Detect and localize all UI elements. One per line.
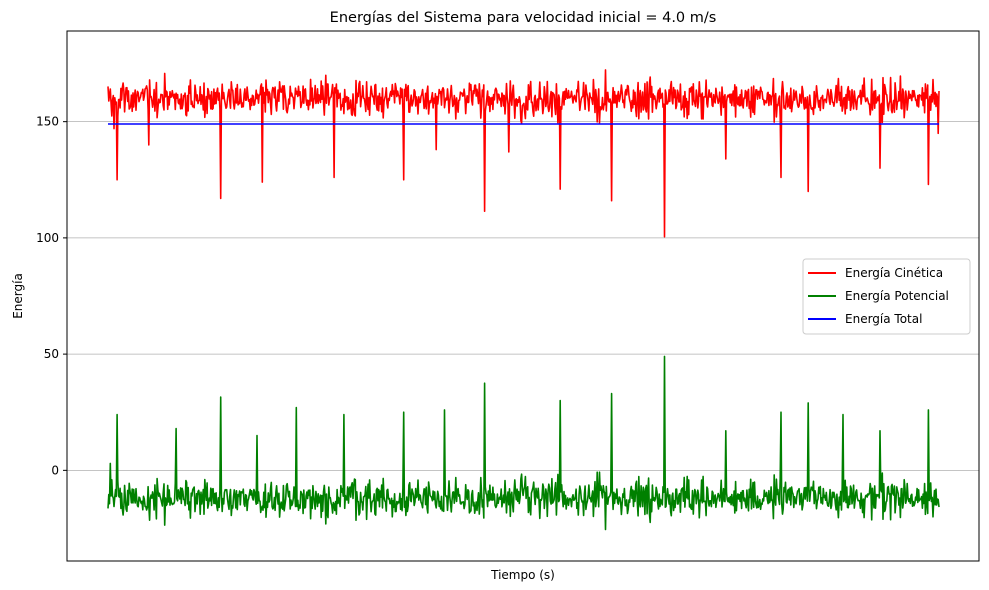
y-tick-label: 150: [36, 115, 59, 129]
gridlines: [67, 121, 979, 471]
legend-label-kinetic: Energía Cinética: [845, 266, 943, 280]
y-axis-label: Energía: [11, 273, 25, 319]
legend-box: [802, 258, 971, 335]
y-tick-label: 100: [36, 231, 59, 245]
series-line-potential: [107, 355, 940, 531]
legend-label-potential: Energía Potencial: [845, 289, 949, 303]
y-tick-label: 50: [44, 347, 59, 361]
plot-frame: [66, 30, 980, 562]
series-layer: [107, 69, 940, 531]
y-tick-label: 0: [51, 463, 59, 477]
x-axis-label: Tiempo (s): [490, 568, 555, 582]
y-axis: 0 50 100 150: [36, 115, 67, 477]
series-line-kinetic: [107, 69, 940, 238]
legend: Energía Cinética Energía Potencial Energ…: [802, 258, 971, 335]
chart-title: Energías del Sistema para velocidad inic…: [330, 10, 717, 26]
legend-label-total: Energía Total: [845, 312, 922, 326]
